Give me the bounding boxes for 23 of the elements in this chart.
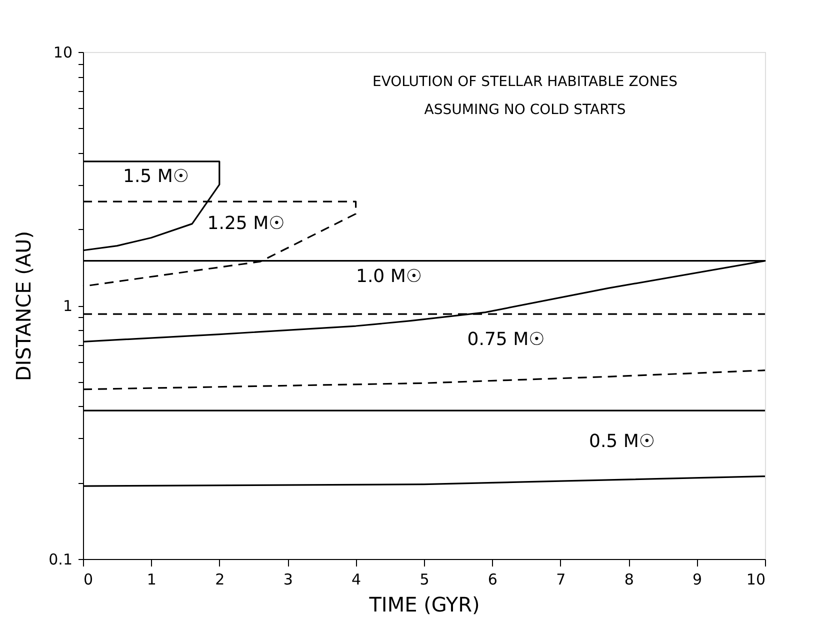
y-axis-title: DISTANCE (AU) [12, 230, 36, 382]
x-tick-label: 4 [352, 570, 362, 588]
y-tick-label: 1 [62, 297, 72, 315]
x-tick-label: 5 [420, 570, 430, 588]
annotation: 1.25 M☉ [207, 213, 285, 234]
x-tick-label: 8 [624, 570, 634, 588]
x-axis-title: TIME (GYR) [368, 592, 480, 616]
x-tick-label: 2 [215, 570, 225, 588]
x-tick-label: 1 [146, 570, 156, 588]
text: ASSUMING NO COLD STARTS [424, 102, 626, 118]
text: EVOLUTION OF STELLAR HABITABLE ZONES [372, 74, 678, 90]
x-tick-label: 3 [283, 570, 293, 588]
annotation: 1.5 M☉ [122, 166, 190, 187]
annotation: 0.5 M☉ [588, 431, 656, 452]
y-tick-label: 10 [53, 44, 72, 62]
y-tick-label: 0.1 [48, 550, 72, 568]
annotation: 1.0 M☉ [356, 266, 422, 287]
x-tick-label: 7 [556, 570, 566, 588]
x-tick-label: 9 [692, 570, 702, 588]
annotation: 0.75 M☉ [467, 329, 545, 350]
x-tick-label: 6 [488, 570, 498, 588]
x-tick-label: 0 [84, 570, 94, 588]
x-tick-label: 10 [746, 570, 766, 588]
